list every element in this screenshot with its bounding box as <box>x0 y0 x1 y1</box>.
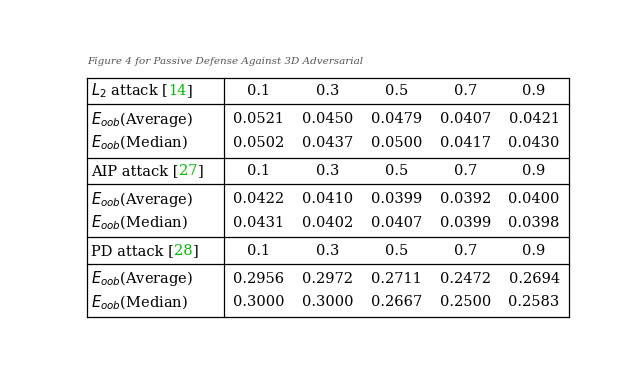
Text: ]: ] <box>197 164 203 178</box>
Text: 0.0479: 0.0479 <box>371 112 422 126</box>
Text: 0.5: 0.5 <box>385 164 408 178</box>
Text: PD attack [: PD attack [ <box>92 244 174 258</box>
Text: Figure 4 for Passive Defense Against 3D Adversarial: Figure 4 for Passive Defense Against 3D … <box>88 57 364 67</box>
Text: 0.1: 0.1 <box>247 84 270 98</box>
Text: 0.1: 0.1 <box>247 164 270 178</box>
Text: 0.2472: 0.2472 <box>440 272 491 286</box>
Text: 0.3000: 0.3000 <box>301 295 353 309</box>
Text: ]: ] <box>187 84 193 98</box>
Text: 0.2956: 0.2956 <box>233 272 284 286</box>
Text: 0.3: 0.3 <box>316 84 339 98</box>
Text: 0.0392: 0.0392 <box>440 192 491 206</box>
Text: 0.2500: 0.2500 <box>440 295 491 309</box>
Text: 0.0400: 0.0400 <box>508 192 560 206</box>
Text: 27: 27 <box>179 164 197 178</box>
Text: 0.0521: 0.0521 <box>233 112 284 126</box>
Text: 0.3000: 0.3000 <box>232 295 284 309</box>
Text: 0.9: 0.9 <box>522 244 546 258</box>
Text: $E_{oob}$(Average): $E_{oob}$(Average) <box>92 269 194 288</box>
Text: 0.7: 0.7 <box>454 164 477 178</box>
Text: $E_{oob}$(Median): $E_{oob}$(Median) <box>92 213 188 232</box>
Text: 0.7: 0.7 <box>454 84 477 98</box>
Text: 0.0398: 0.0398 <box>508 216 560 229</box>
Text: 0.0431: 0.0431 <box>233 216 284 229</box>
Text: 0.5: 0.5 <box>385 84 408 98</box>
Text: 0.2694: 0.2694 <box>509 272 559 286</box>
Text: $E_{oob}$(Median): $E_{oob}$(Median) <box>92 293 188 311</box>
Text: 0.0500: 0.0500 <box>371 136 422 150</box>
Text: 0.0407: 0.0407 <box>440 112 491 126</box>
Text: 0.5: 0.5 <box>385 244 408 258</box>
Text: 0.9: 0.9 <box>522 84 546 98</box>
Text: 0.2711: 0.2711 <box>371 272 422 286</box>
Text: ]: ] <box>193 244 198 258</box>
Text: 0.0502: 0.0502 <box>233 136 284 150</box>
Text: 0.2583: 0.2583 <box>508 295 560 309</box>
Text: AIP attack [: AIP attack [ <box>92 164 179 178</box>
Text: 0.1: 0.1 <box>247 244 270 258</box>
Text: 0.9: 0.9 <box>522 164 546 178</box>
Text: $E_{oob}$(Median): $E_{oob}$(Median) <box>92 134 188 152</box>
Text: 0.0417: 0.0417 <box>440 136 491 150</box>
Text: 0.0399: 0.0399 <box>440 216 491 229</box>
Text: 0.2667: 0.2667 <box>371 295 422 309</box>
Text: 0.0437: 0.0437 <box>301 136 353 150</box>
Text: 0.3: 0.3 <box>316 164 339 178</box>
Text: 0.0430: 0.0430 <box>508 136 560 150</box>
Text: 0.7: 0.7 <box>454 244 477 258</box>
Text: $E_{oob}$(Average): $E_{oob}$(Average) <box>92 190 194 209</box>
Text: $E_{oob}$(Average): $E_{oob}$(Average) <box>92 110 194 129</box>
Text: 0.0399: 0.0399 <box>371 192 422 206</box>
Text: 14: 14 <box>169 84 187 98</box>
Text: 0.0410: 0.0410 <box>301 192 353 206</box>
Text: 0.2972: 0.2972 <box>301 272 353 286</box>
Text: 0.3: 0.3 <box>316 244 339 258</box>
Text: 0.0450: 0.0450 <box>301 112 353 126</box>
Text: 0.0402: 0.0402 <box>301 216 353 229</box>
Text: 28: 28 <box>174 244 193 258</box>
Text: 0.0407: 0.0407 <box>371 216 422 229</box>
Text: 0.0422: 0.0422 <box>233 192 284 206</box>
Text: $L_2$ attack [: $L_2$ attack [ <box>92 82 169 100</box>
Text: 0.0421: 0.0421 <box>509 112 559 126</box>
